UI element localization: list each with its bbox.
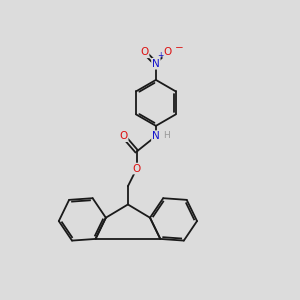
Text: O: O [163,47,172,57]
Text: +: + [157,51,163,60]
Text: O: O [119,131,128,141]
Text: O: O [140,47,148,57]
Text: N: N [152,59,160,69]
Text: −: − [175,43,184,53]
Text: H: H [163,131,170,140]
Text: O: O [133,164,141,173]
Text: N: N [152,131,160,141]
